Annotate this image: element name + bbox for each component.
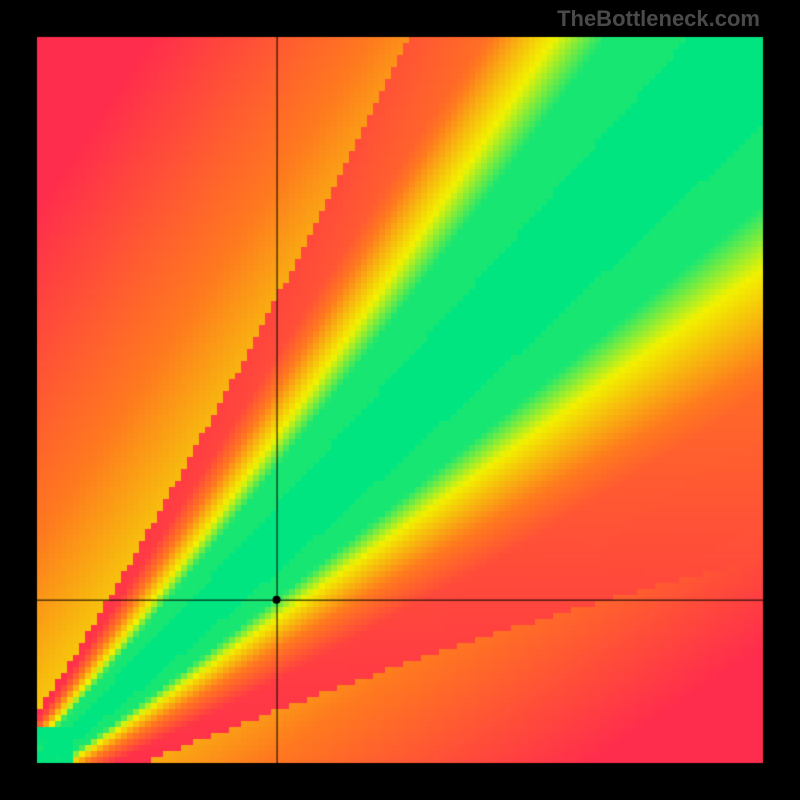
bottleneck-heatmap [0, 0, 800, 800]
watermark-text: TheBottleneck.com [557, 6, 760, 32]
chart-container: TheBottleneck.com [0, 0, 800, 800]
